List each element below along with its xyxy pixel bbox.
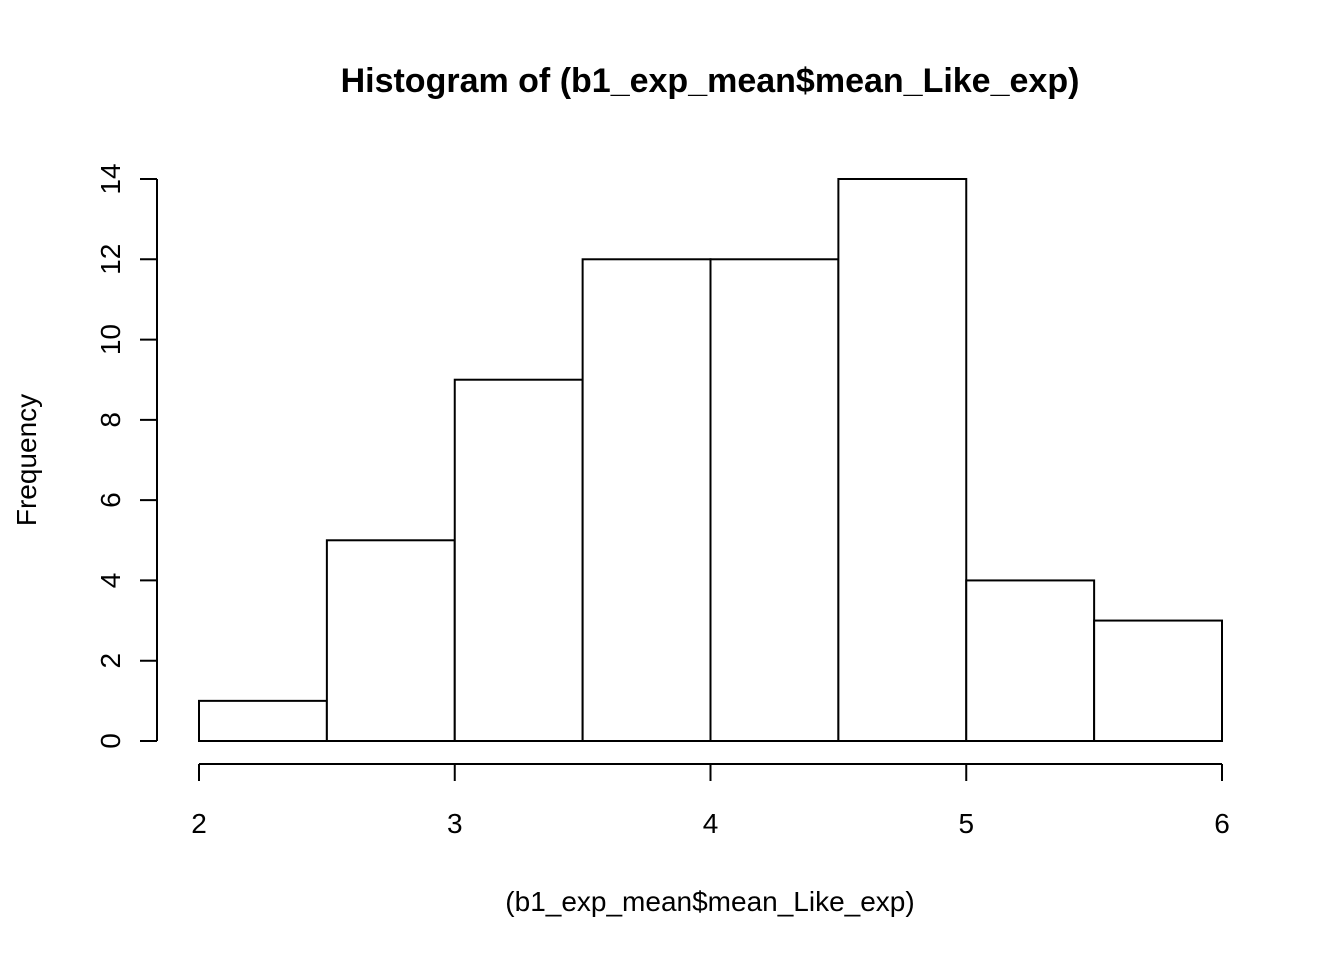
x-axis: 2 3 4 5 6 (191, 763, 1230, 839)
x-tick-label: 6 (1214, 808, 1230, 839)
y-tick-label: 8 (95, 412, 126, 428)
x-tick-label: 2 (191, 808, 207, 839)
y-tick-label: 0 (95, 733, 126, 749)
histogram-bar (709, 258, 840, 742)
histogram-bar (837, 178, 968, 742)
y-tick-label: 4 (95, 573, 126, 589)
x-tick-label: 3 (447, 808, 463, 839)
y-tick-label: 2 (95, 653, 126, 669)
histogram-bar (581, 258, 712, 742)
histogram-bar (453, 378, 584, 742)
y-axis-label: Frequency (11, 394, 42, 526)
histogram-bar (325, 539, 456, 742)
histogram-bar (1093, 619, 1223, 742)
y-tick-label: 10 (95, 324, 126, 355)
y-tick-label: 6 (95, 492, 126, 508)
x-tick-label: 5 (958, 808, 974, 839)
x-axis-label: (b1_exp_mean$mean_Like_exp) (505, 886, 914, 917)
y-tick-label: 12 (95, 244, 126, 275)
y-axis: 0 2 4 6 8 10 12 14 (95, 163, 158, 749)
y-tick-label: 14 (95, 163, 126, 194)
chart-title: Histogram of (b1_exp_mean$mean_Like_exp) (341, 62, 1080, 100)
x-tick-label: 4 (703, 808, 719, 839)
bars-layer (198, 178, 1223, 743)
histogram-bar (965, 579, 1096, 743)
histogram-bar (198, 699, 328, 742)
